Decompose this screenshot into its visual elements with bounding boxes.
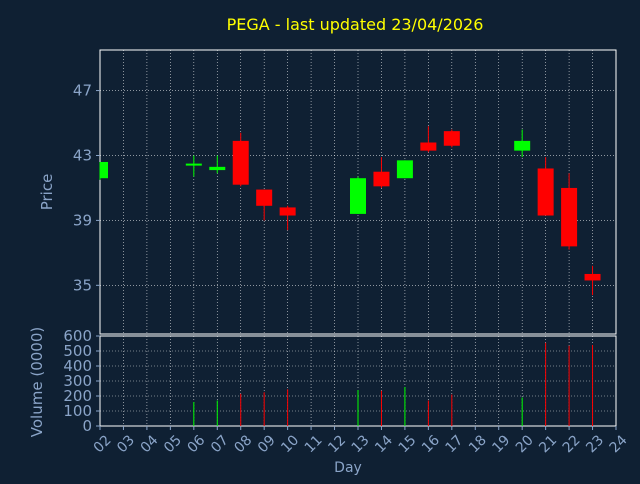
day-tick-label: 13 xyxy=(349,432,373,456)
day-tick-label: 24 xyxy=(607,432,631,456)
price-grid xyxy=(99,49,617,335)
candle-body xyxy=(185,163,202,166)
volume-tick-label: 200 xyxy=(63,387,92,405)
volume-tick-label: 100 xyxy=(63,402,92,420)
day-tick-label: 18 xyxy=(466,432,490,456)
day-tick-label: 09 xyxy=(255,432,279,456)
candle-body xyxy=(420,142,437,151)
candle-07 xyxy=(209,155,226,174)
candle-body xyxy=(443,131,460,146)
price-tick-label: 43 xyxy=(73,146,92,164)
candle-body xyxy=(537,168,554,216)
price-axis-label: Price xyxy=(38,174,56,211)
volume-tick-label: 500 xyxy=(63,342,92,360)
candle-body xyxy=(514,140,531,151)
candle-body xyxy=(209,166,226,171)
candles xyxy=(99,126,601,296)
volume-bars xyxy=(193,342,594,426)
day-axis: 02 03 04 05 06 07 08 09 10 11 12 13 14 15 16 17 18 19 20 21… xyxy=(91,426,631,456)
candle-body xyxy=(232,140,249,185)
candle-02 xyxy=(99,161,108,180)
day-tick-label: 20 xyxy=(513,432,537,456)
candle-body xyxy=(279,207,296,216)
candle-body xyxy=(100,161,108,179)
day-tick-label: 21 xyxy=(536,432,560,456)
candle-body xyxy=(561,187,578,247)
candle-06 xyxy=(185,155,202,177)
candle-23 xyxy=(584,265,601,296)
day-tick-label: 02 xyxy=(91,432,115,456)
volume-axis-label: Volume (0000) xyxy=(28,327,46,437)
candle-21 xyxy=(537,157,554,216)
candle-10 xyxy=(279,205,296,231)
day-tick-label: 17 xyxy=(443,432,467,456)
day-tick-label: 10 xyxy=(278,432,302,456)
day-tick-label: 15 xyxy=(396,432,420,456)
candle-15 xyxy=(396,160,413,179)
candle-body xyxy=(256,189,273,206)
volume-tick-label: 300 xyxy=(63,372,92,390)
price-axis: 35 39 43 47 xyxy=(73,82,100,294)
day-tick-label: 22 xyxy=(560,432,584,456)
candle-09 xyxy=(256,189,273,221)
candle-body xyxy=(350,178,366,214)
volume-tick-label: 400 xyxy=(63,357,92,375)
candle-16 xyxy=(420,126,437,153)
day-tick-label: 11 xyxy=(302,432,326,456)
day-tick-label: 05 xyxy=(161,432,185,456)
day-tick-label: 03 xyxy=(114,432,138,456)
day-tick-label: 23 xyxy=(583,432,607,456)
chart-title: PEGA - last updated 23/04/2026 xyxy=(227,15,484,34)
price-tick-label: 35 xyxy=(73,276,92,294)
day-tick-label: 14 xyxy=(372,432,396,456)
candle-17 xyxy=(443,129,460,148)
candle-20 xyxy=(514,129,531,158)
x-axis-label: Day xyxy=(334,460,362,476)
candle-body xyxy=(396,160,413,179)
day-tick-label: 16 xyxy=(419,432,443,456)
candle-08 xyxy=(232,132,249,187)
day-tick-label: 06 xyxy=(185,432,209,456)
candle-22 xyxy=(561,173,578,250)
day-tick-label: 12 xyxy=(325,432,349,456)
candle-14 xyxy=(373,157,390,188)
candle-body xyxy=(584,273,601,281)
price-tick-label: 39 xyxy=(73,211,92,229)
day-tick-label: 07 xyxy=(208,432,232,456)
price-tick-label: 47 xyxy=(73,82,92,100)
day-tick-label: 19 xyxy=(489,432,513,456)
candle-body xyxy=(373,171,390,187)
volume-tick-label: 600 xyxy=(63,327,92,345)
volume-tick-label: 0 xyxy=(82,417,92,435)
candle-13 xyxy=(350,176,366,214)
day-tick-label: 04 xyxy=(138,432,162,456)
day-tick-label: 08 xyxy=(231,432,255,456)
